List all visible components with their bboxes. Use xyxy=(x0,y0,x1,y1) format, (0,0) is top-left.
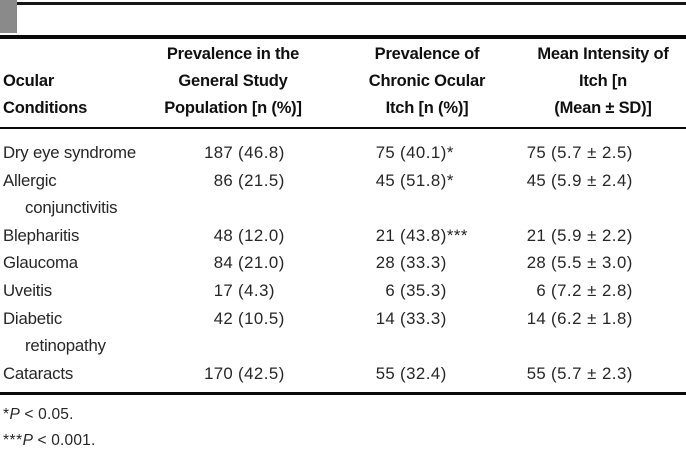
prevalence-general-pct: (42.5) xyxy=(238,363,285,383)
footnote-p05: *P < 0.05. xyxy=(3,402,96,428)
table-body: Dry eye syndrome 187 (46.8) 75 (40.1)* 7… xyxy=(0,139,686,387)
chronic-itch-pct: (43.8)*** xyxy=(400,225,468,245)
prevalence-general-cell: 187 (46.8) xyxy=(150,139,330,167)
prevalence-general-n: 48 xyxy=(213,225,233,245)
mean-intensity-val: (5.7 ± 2.3) xyxy=(551,363,633,383)
chronic-itch-n: 28 xyxy=(375,253,395,273)
prevalence-general-n: 42 xyxy=(213,308,233,328)
prevalence-general-n: 84 xyxy=(213,253,233,273)
condition-cell: Cataracts xyxy=(3,363,74,383)
mean-intensity-n: 21 xyxy=(526,225,546,245)
mean-intensity-val: (5.7 ± 2.5) xyxy=(551,143,633,162)
chronic-itch-n: 14 xyxy=(375,308,395,328)
header-separator-rule xyxy=(0,127,686,129)
mean-intensity-cell: 55 (5.7 ± 2.3) xyxy=(515,360,686,388)
header-prevalence-general: Prevalence in the General Study Populati… xyxy=(164,45,302,117)
mean-intensity-val: (6.2 ± 1.8) xyxy=(551,308,633,328)
chronic-itch-cell: 14 (33.3) xyxy=(330,305,515,360)
footnote-p-symbol: P xyxy=(22,432,33,449)
footnote-threshold: < 0.05. xyxy=(19,406,74,423)
prevalence-general-cell: 42 (10.5) xyxy=(150,305,330,360)
mean-intensity-n: 28 xyxy=(526,253,546,273)
prevalence-general-cell: 170 (42.5) xyxy=(150,360,330,388)
prevalence-general-pct: (4.3) xyxy=(238,280,276,300)
condition-cell: Dry eye syndrome xyxy=(3,143,136,162)
mean-intensity-cell: 45 (5.9 ± 2.4) xyxy=(515,167,686,222)
footnotes: *P < 0.05. ***P < 0.001. xyxy=(3,402,96,450)
mean-intensity-n: 75 xyxy=(526,143,546,162)
mean-intensity-cell: 28 (5.5 ± 3.0) xyxy=(515,249,686,277)
condition-cell: Diabetic retinopathy xyxy=(3,308,106,356)
mean-intensity-cell: 14 (6.2 ± 1.8) xyxy=(515,305,686,360)
chronic-itch-n: 55 xyxy=(375,363,395,383)
chronic-itch-n: 75 xyxy=(375,143,395,162)
prevalence-general-pct: (46.8) xyxy=(238,143,285,162)
prevalence-general-pct: (10.5) xyxy=(238,308,285,328)
table-row: Glaucoma 84 (21.0) 28 (33.3) 28 (5.5 ± 3… xyxy=(0,249,686,277)
chronic-itch-pct: (33.3) xyxy=(400,253,447,273)
chronic-itch-pct: (40.1)* xyxy=(400,143,454,162)
mean-intensity-n: 14 xyxy=(526,308,546,328)
header-mean-intensity: Mean Intensity of Itch [n (Mean ± SD)] xyxy=(537,45,669,117)
prevalence-general-n: 17 xyxy=(213,280,233,300)
header-prevalence-chronic-itch: Prevalence of Chronic Ocular Itch [n (%)… xyxy=(368,45,486,117)
chronic-itch-cell: 21 (43.8)*** xyxy=(330,222,515,250)
chronic-itch-n: 6 xyxy=(385,280,395,300)
table-top-rule xyxy=(0,35,686,39)
chronic-itch-pct: (33.3) xyxy=(400,308,447,328)
chronic-itch-n: 45 xyxy=(375,170,395,190)
table-row: Uveitis 17 (4.3) 6 (35.3) 6 (7.2 ± 2.8) xyxy=(0,277,686,305)
prevalence-general-cell: 17 (4.3) xyxy=(150,277,330,305)
table-row: Diabetic retinopathy 42 (10.5) 14 (33.3)… xyxy=(0,305,686,360)
chronic-itch-pct: (32.4) xyxy=(400,363,447,383)
footnote-star: *** xyxy=(3,432,23,449)
table-row: Cataracts 170 (42.5) 55 (32.4) 55 (5.7 ±… xyxy=(0,360,686,388)
chronic-itch-pct: (35.3) xyxy=(400,280,447,300)
mean-intensity-cell: 6 (7.2 ± 2.8) xyxy=(515,277,686,305)
table-row: Dry eye syndrome 187 (46.8) 75 (40.1)* 7… xyxy=(0,139,686,167)
prevalence-general-pct: (21.0) xyxy=(238,253,285,273)
mean-intensity-n: 45 xyxy=(526,170,546,190)
table-bottom-rule xyxy=(0,392,686,395)
gray-corner-block xyxy=(0,0,17,33)
footnote-star: * xyxy=(3,406,10,423)
condition-cell: Uveitis xyxy=(3,280,52,300)
chronic-itch-cell: 28 (33.3) xyxy=(330,249,515,277)
prevalence-general-pct: (12.0) xyxy=(238,225,285,245)
prevalence-general-cell: 86 (21.5) xyxy=(150,167,330,222)
mean-intensity-n: 6 xyxy=(536,280,546,300)
prevalence-general-cell: 48 (12.0) xyxy=(150,222,330,250)
table-row: Blepharitis 48 (12.0) 21 (43.8)*** 21 (5… xyxy=(0,222,686,250)
chronic-itch-cell: 75 (40.1)* xyxy=(330,139,515,167)
condition-cell: Allergic conjunctivitis xyxy=(3,170,118,218)
chronic-itch-cell: 45 (51.8)* xyxy=(330,167,515,222)
top-thin-rule xyxy=(10,2,686,5)
chronic-itch-pct: (51.8)* xyxy=(400,170,454,190)
mean-intensity-n: 55 xyxy=(526,363,546,383)
mean-intensity-val: (7.2 ± 2.8) xyxy=(551,280,633,300)
mean-intensity-val: (5.5 ± 3.0) xyxy=(551,253,633,273)
prevalence-general-n: 86 xyxy=(213,170,233,190)
chronic-itch-cell: 55 (32.4) xyxy=(330,360,515,388)
prevalence-general-n: 170 xyxy=(204,363,233,383)
table-header-row: Ocular Conditions Prevalence in the Gene… xyxy=(0,41,686,122)
chronic-itch-cell: 6 (35.3) xyxy=(330,277,515,305)
footnote-p-symbol: P xyxy=(9,406,20,423)
condition-cell: Blepharitis xyxy=(3,225,80,245)
prevalence-general-n: 187 xyxy=(204,143,233,162)
header-ocular-conditions: Ocular Conditions xyxy=(3,72,88,117)
condition-cell: Glaucoma xyxy=(3,253,78,273)
mean-intensity-val: (5.9 ± 2.4) xyxy=(551,170,633,190)
prevalence-general-cell: 84 (21.0) xyxy=(150,249,330,277)
mean-intensity-val: (5.9 ± 2.2) xyxy=(551,225,633,245)
footnote-p001: ***P < 0.001. xyxy=(3,428,96,450)
table-row: Allergic conjunctivitis 86 (21.5) 45 (51… xyxy=(0,167,686,222)
prevalence-general-pct: (21.5) xyxy=(238,170,285,190)
chronic-itch-n: 21 xyxy=(375,225,395,245)
mean-intensity-cell: 21 (5.9 ± 2.2) xyxy=(515,222,686,250)
mean-intensity-cell: 75 (5.7 ± 2.5) xyxy=(515,139,686,167)
footnote-threshold: < 0.001. xyxy=(32,432,96,449)
